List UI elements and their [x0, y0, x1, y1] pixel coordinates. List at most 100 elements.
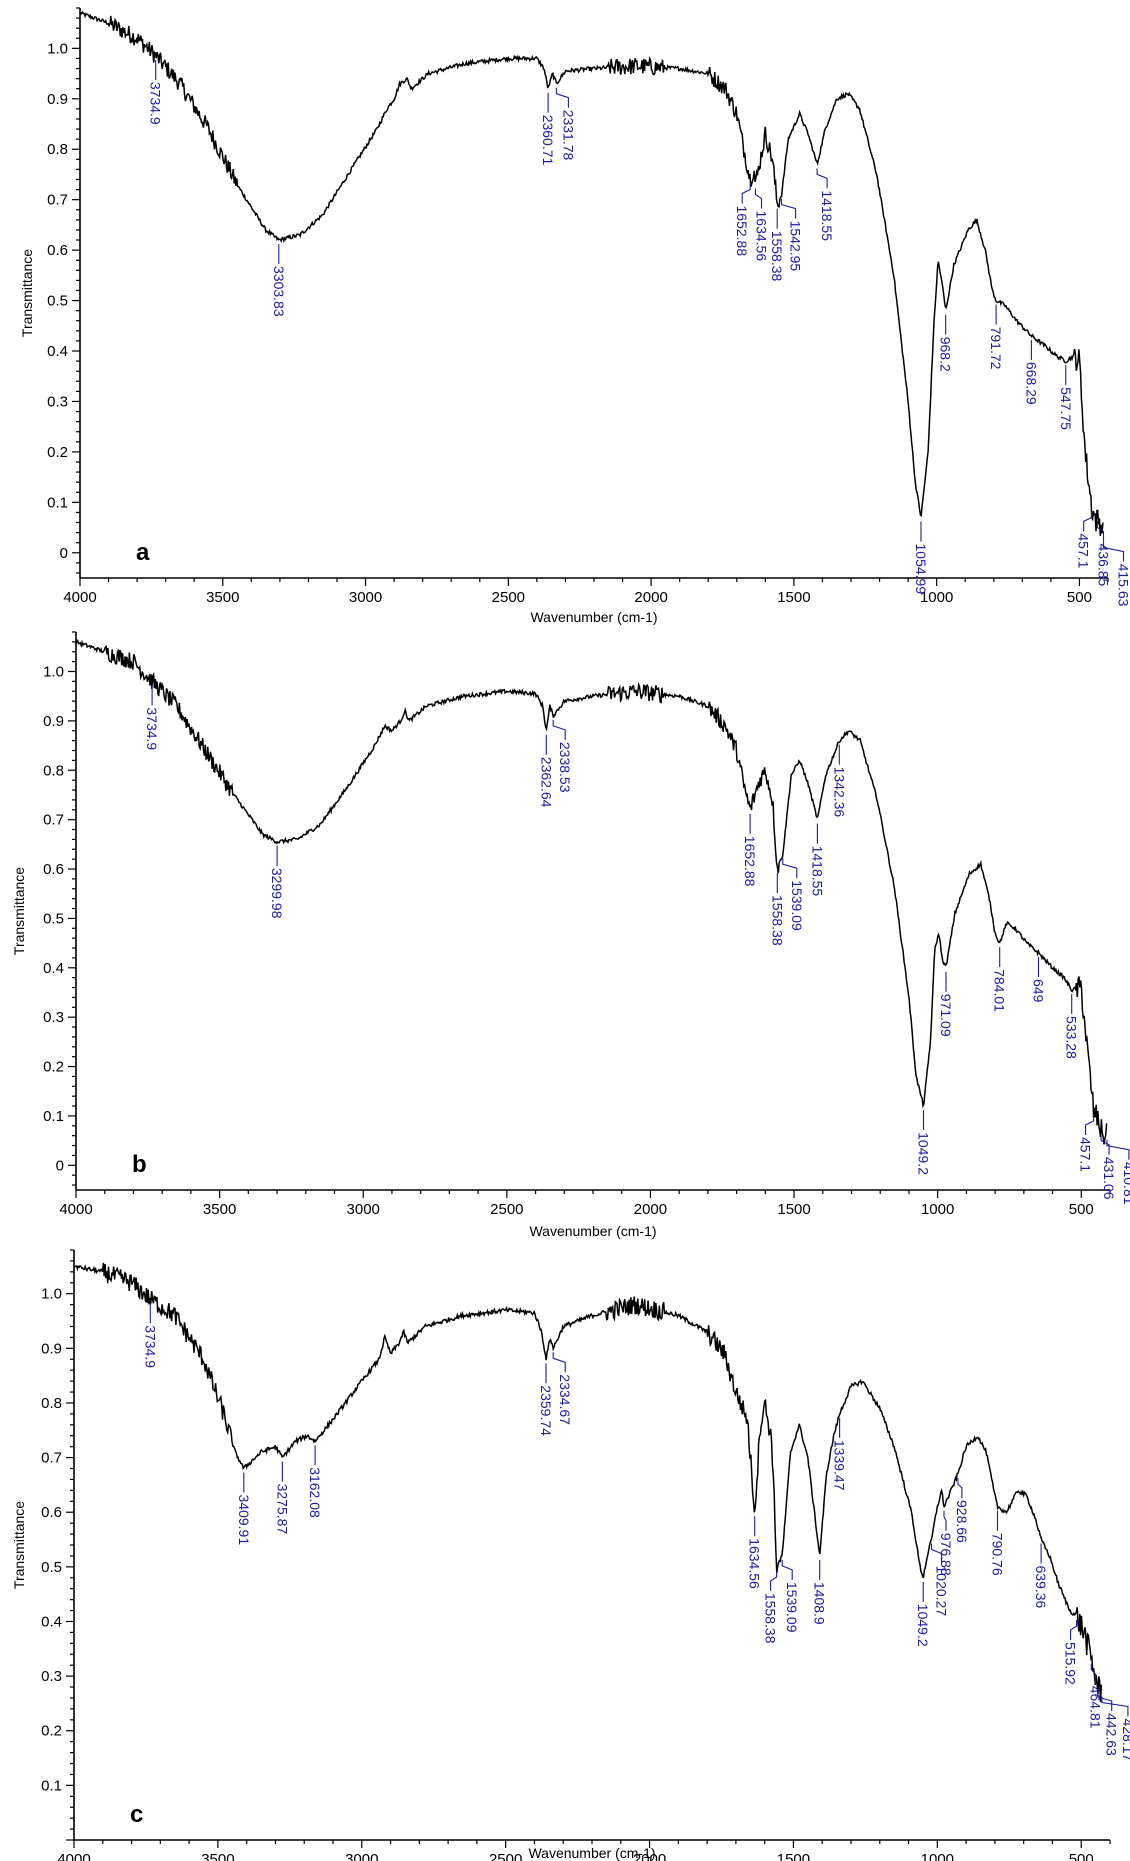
- x-tick-label: 1000: [920, 589, 953, 606]
- peak-label: 790.76: [990, 1533, 1006, 1576]
- y-tick-label: 1.0: [47, 40, 68, 57]
- peak-label: 1054.99: [913, 544, 929, 595]
- peak-label: 428.17: [1120, 1719, 1130, 1762]
- x-tick-label: 2500: [492, 589, 525, 606]
- y-tick-label: 0.5: [47, 293, 68, 310]
- x-axis-title: Wavenumber (cm-1): [530, 609, 657, 625]
- peak-label: 457.1: [1078, 1137, 1094, 1172]
- peak-marker: [741, 183, 751, 204]
- peak-label: 1049.2: [916, 1132, 932, 1175]
- peak-label: 1020.27: [934, 1566, 950, 1617]
- peak-label: 3303.83: [271, 266, 287, 317]
- peak-label: 1652.88: [734, 206, 750, 257]
- peak-label: 928.66: [954, 1500, 970, 1543]
- y-tick-label: 0.9: [43, 713, 64, 730]
- x-tick-label: 3000: [345, 1851, 378, 1861]
- peak-label: 442.63: [1104, 1713, 1120, 1756]
- x-tick-label: 2000: [634, 589, 667, 606]
- peak-label: 968.2: [938, 337, 954, 372]
- peak-label: 2334.67: [557, 1374, 573, 1425]
- y-tick-label: 0.9: [41, 1340, 62, 1357]
- spectrum-line: [79, 10, 1104, 536]
- peak-label: 3734.9: [144, 707, 160, 750]
- peak-marker: [754, 188, 763, 209]
- peak-marker: [1090, 1663, 1096, 1684]
- peak-label: 1558.38: [769, 895, 785, 946]
- x-tick-label: 2000: [633, 1851, 666, 1861]
- x-tick-label: 4000: [57, 1851, 90, 1861]
- y-tick-label: 0.9: [47, 91, 68, 108]
- spectrum-line: [73, 1262, 1103, 1703]
- peak-label: 1049.2: [915, 1604, 931, 1647]
- peak-marker: [552, 719, 566, 740]
- peak-label: 515.92: [1063, 1642, 1079, 1685]
- x-tick-label: 3500: [206, 589, 239, 606]
- x-tick-label: 3000: [349, 589, 382, 606]
- x-tick-label: 1000: [921, 1201, 954, 1218]
- peak-label: 2360.71: [540, 115, 556, 166]
- peak-marker: [770, 1570, 778, 1591]
- peak-label: 2362.64: [538, 757, 554, 808]
- peak-marker: [816, 168, 828, 189]
- peak-label: 464.81: [1087, 1686, 1103, 1729]
- y-tick-label: 0.6: [47, 242, 68, 259]
- x-tick-label: 3000: [347, 1201, 380, 1218]
- peak-label: 1634.56: [754, 211, 770, 262]
- y-tick-label: 0.5: [41, 1559, 62, 1576]
- x-tick-label: 500: [1069, 1201, 1094, 1218]
- y-tick-label: 0.2: [47, 444, 68, 461]
- peak-label: 1542.95: [788, 221, 804, 272]
- x-tick-label: 2500: [489, 1851, 522, 1861]
- y-tick-label: 0.6: [41, 1504, 62, 1521]
- peak-marker: [1070, 1620, 1078, 1640]
- x-tick-label: 4000: [59, 1201, 92, 1218]
- peak-label: 3409.91: [236, 1495, 252, 1546]
- y-tick-label: 0.7: [41, 1450, 62, 1467]
- peak-label: 533.28: [1064, 1016, 1080, 1059]
- peak-label: 547.75: [1058, 387, 1074, 430]
- x-tick-label: 1500: [777, 1201, 810, 1218]
- x-axis-title: Wavenumber (cm-1): [528, 1845, 655, 1861]
- peak-marker: [943, 1510, 947, 1531]
- peak-label: 2331.78: [560, 110, 576, 161]
- peak-marker: [930, 1543, 943, 1564]
- peak-label: 1342.36: [831, 767, 847, 818]
- panel-a: 0 0.1 0.2 0.3 0.4 0.5 0.6 0.7 0.8 0.9 1.0 4000 3500 3…: [19, 7, 1130, 625]
- peak-marker: [552, 1352, 566, 1373]
- peak-marker: [957, 1478, 963, 1498]
- peak-label: 1558.38: [763, 1593, 779, 1644]
- y-tick-label: 0.3: [41, 1668, 62, 1685]
- peak-marker: [781, 1559, 793, 1580]
- x-tick-label: 3500: [203, 1201, 236, 1218]
- peak-label: 971.09: [938, 994, 954, 1037]
- peak-label: 3275.87: [274, 1484, 290, 1535]
- peak-label: 1634.56: [747, 1538, 763, 1589]
- panel-letter: c: [130, 1801, 143, 1828]
- y-tick-label: 0.8: [43, 762, 64, 779]
- peak-label: 1539.09: [789, 880, 805, 931]
- y-tick-label: 0.1: [47, 494, 68, 511]
- peak-label: 649: [1031, 979, 1047, 1003]
- peak-label: 1418.55: [819, 190, 835, 241]
- peak-label: 3734.9: [142, 1325, 158, 1368]
- y-tick-label: 1.0: [41, 1286, 62, 1303]
- peak-marker: [1096, 521, 1105, 542]
- peak-label: 436.85: [1096, 544, 1112, 587]
- peak-label: 431.06: [1101, 1157, 1117, 1200]
- peak-label: 791.72: [988, 327, 1004, 370]
- y-tick-label: 0: [60, 545, 68, 562]
- peak-label: 3734.9: [148, 82, 164, 125]
- peak-marker: [555, 87, 569, 108]
- spectrum-line: [75, 638, 1108, 1145]
- peak-label: 2359.74: [538, 1385, 554, 1436]
- x-tick-label: 500: [1069, 1851, 1094, 1861]
- peak-label: 457.1: [1076, 533, 1092, 568]
- peak-label: 415.63: [1116, 564, 1130, 607]
- peak-marker: [1083, 511, 1093, 532]
- y-tick-label: 0.8: [41, 1395, 62, 1412]
- x-tick-label: 1000: [921, 1851, 954, 1861]
- peak-marker: [1097, 1691, 1113, 1711]
- y-tick-label: 0.1: [41, 1777, 62, 1794]
- peak-marker: [1100, 1134, 1110, 1155]
